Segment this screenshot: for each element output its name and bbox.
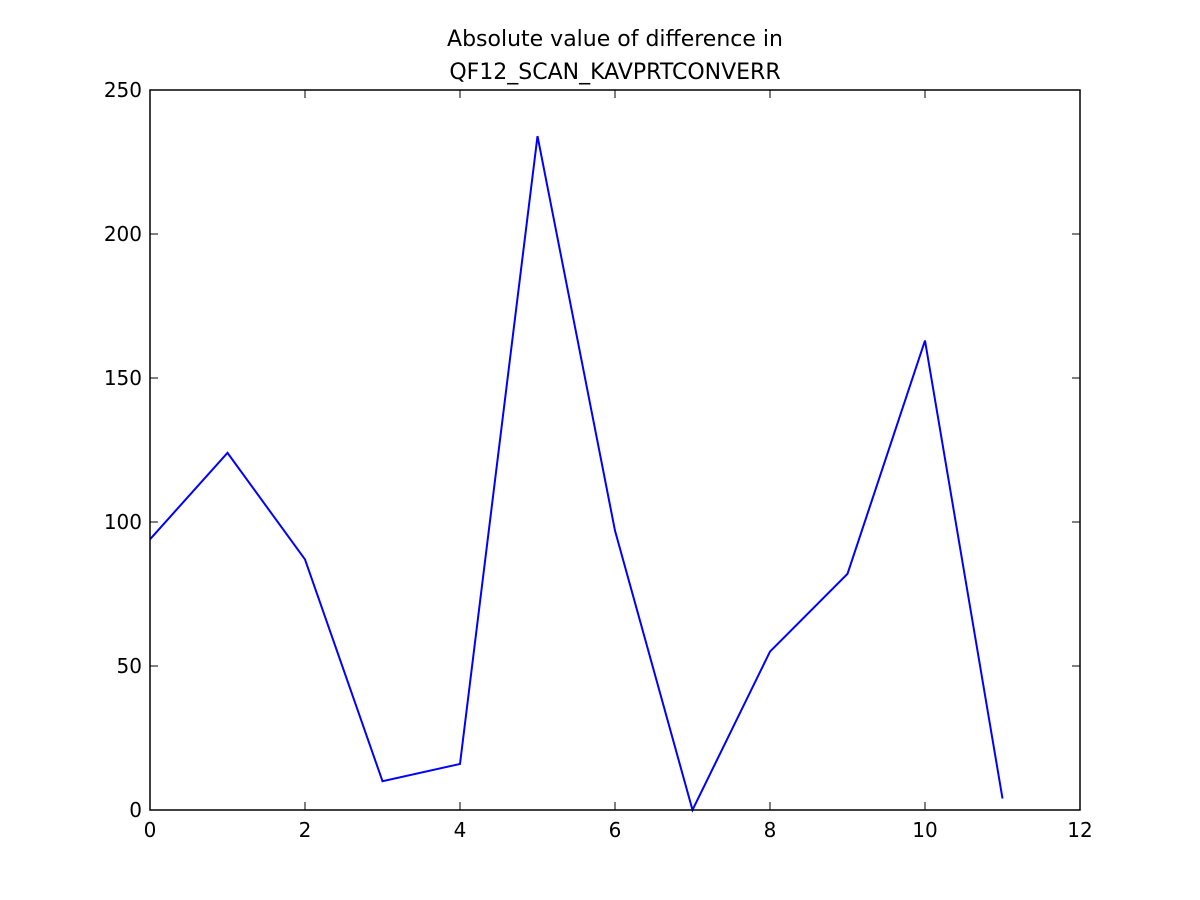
y-tick-label: 100	[104, 510, 142, 534]
y-tick-label: 150	[104, 366, 142, 390]
data-line	[149, 135, 1004, 813]
chart-title: QF12_SCAN_KAVPRTCONVERR	[449, 60, 780, 85]
x-tick-label: 12	[1067, 818, 1092, 842]
x-tick-label: 10	[912, 818, 937, 842]
chart-title: Absolute value of difference in	[447, 27, 783, 52]
x-tick-label: 2	[299, 818, 312, 842]
x-tick-label: 6	[609, 818, 622, 842]
y-tick-label: 0	[129, 798, 142, 822]
plot-frame	[149, 89, 1081, 811]
x-tick-label: 4	[454, 818, 467, 842]
x-tick-label: 8	[764, 818, 777, 842]
x-tick-label: 0	[144, 818, 157, 842]
y-tick-label: 50	[117, 654, 142, 678]
y-tick-label: 250	[104, 78, 142, 102]
y-tick-label: 200	[104, 222, 142, 246]
